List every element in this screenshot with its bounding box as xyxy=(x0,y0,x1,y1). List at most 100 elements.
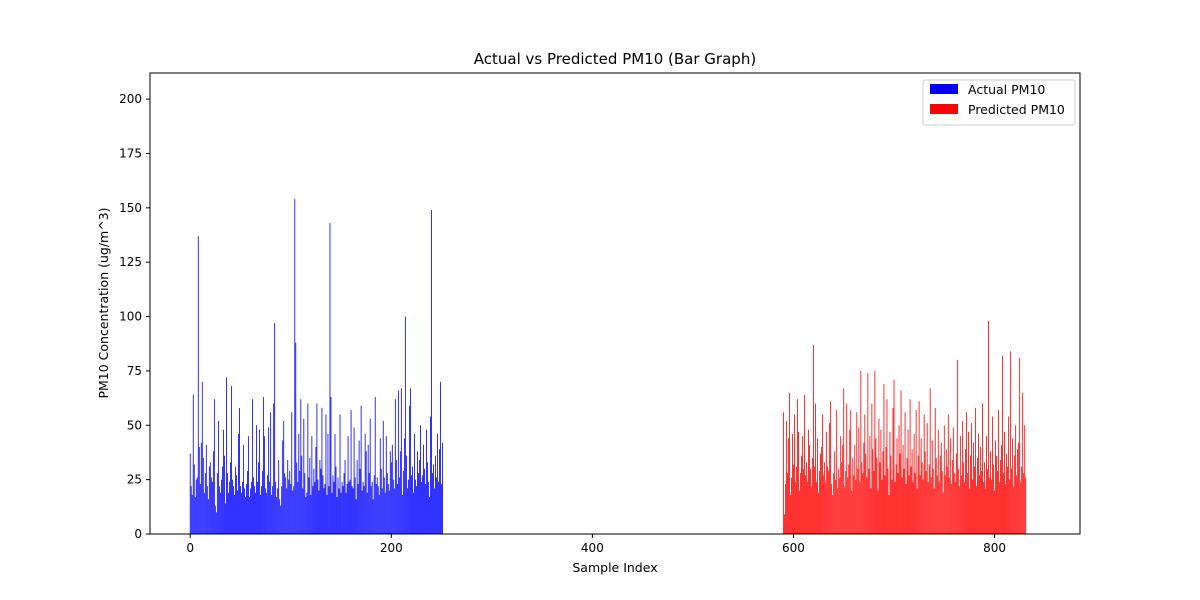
bar-actual xyxy=(227,473,228,534)
bar-actual xyxy=(384,492,386,534)
bar-predicted xyxy=(985,488,986,534)
bar-predicted xyxy=(1011,468,1013,534)
bar-actual xyxy=(197,236,199,534)
bar-actual xyxy=(381,488,383,534)
bar-predicted xyxy=(856,412,858,534)
bar-actual xyxy=(214,505,216,534)
bar-actual xyxy=(315,447,317,534)
bar-actual xyxy=(291,412,293,534)
bar-predicted xyxy=(849,429,851,534)
bar-actual xyxy=(400,388,402,534)
bar-actual xyxy=(238,433,239,534)
chart-title: Actual vs Predicted PM10 (Bar Graph) xyxy=(474,50,756,68)
y-tick-label: 175 xyxy=(119,146,142,160)
bar-predicted xyxy=(835,479,837,534)
bar-actual xyxy=(396,483,398,534)
bar-actual xyxy=(338,488,340,534)
bar-actual xyxy=(232,479,233,534)
bar-actual xyxy=(335,466,337,534)
bar-actual xyxy=(376,477,378,534)
bar-actual xyxy=(303,418,305,534)
bar-actual xyxy=(343,473,345,534)
bar-actual xyxy=(370,486,372,534)
bar-predicted xyxy=(976,486,977,534)
bar-actual xyxy=(228,492,229,534)
bar-actual xyxy=(200,442,202,534)
bar-actual xyxy=(336,497,338,534)
bar-actual xyxy=(208,466,210,534)
bar-predicted xyxy=(797,399,798,534)
bar-actual xyxy=(423,444,424,534)
bar-predicted xyxy=(832,494,834,534)
bar-actual xyxy=(250,488,251,534)
bar-actual xyxy=(364,433,366,534)
bar-predicted xyxy=(887,468,889,534)
bar-actual xyxy=(341,481,343,534)
bar-actual xyxy=(362,481,364,534)
x-tick-label: 200 xyxy=(380,541,403,555)
bar-actual xyxy=(333,481,335,534)
bar-actual xyxy=(327,433,329,534)
bar-actual xyxy=(221,466,223,534)
bar-predicted xyxy=(857,468,859,534)
bar-actual xyxy=(249,497,250,534)
bar-actual xyxy=(289,470,291,534)
bar-actual xyxy=(408,405,410,534)
bar-actual xyxy=(373,475,375,534)
bar-actual xyxy=(320,468,322,534)
bar-predicted xyxy=(785,483,786,534)
bar-actual xyxy=(358,440,360,534)
bar-actual xyxy=(425,483,426,534)
bar-actual xyxy=(420,425,421,534)
bar-predicted xyxy=(803,468,804,534)
legend-box xyxy=(922,79,1076,126)
bar-actual xyxy=(402,470,404,534)
bar-actual xyxy=(375,483,377,534)
bar-predicted xyxy=(918,401,920,534)
bar-predicted xyxy=(923,414,925,534)
bar-actual xyxy=(229,481,230,534)
bar-actual xyxy=(340,492,342,534)
series-predicted-bars xyxy=(783,320,1027,534)
bar-predicted xyxy=(809,444,810,534)
bar-actual xyxy=(311,436,313,534)
bar-actual xyxy=(342,486,344,534)
bar-predicted xyxy=(902,444,904,534)
legend-label-predicted: Predicted PM10 xyxy=(968,102,1065,117)
bar-predicted xyxy=(889,431,891,534)
bar-predicted xyxy=(1023,473,1025,534)
bar-actual xyxy=(318,490,320,534)
bar-predicted xyxy=(795,481,796,534)
bar-predicted xyxy=(790,494,791,534)
bar-predicted xyxy=(863,442,865,534)
bar-predicted xyxy=(788,438,789,534)
bar-actual xyxy=(394,399,396,534)
y-axis-title: PM10 Concentration (ug/m^3) xyxy=(96,207,111,398)
bar-predicted xyxy=(972,479,973,534)
bar-actual xyxy=(316,403,318,534)
bar-actual xyxy=(273,403,275,534)
bar-predicted xyxy=(820,453,821,534)
bar-predicted xyxy=(847,477,849,534)
bar-predicted xyxy=(801,455,802,534)
bar-predicted xyxy=(991,479,992,534)
bar-predicted xyxy=(1004,431,1005,534)
bar-predicted xyxy=(933,488,935,534)
bar-actual xyxy=(397,390,399,534)
bar-actual xyxy=(255,492,256,534)
bar-actual xyxy=(415,479,416,534)
bar-predicted xyxy=(812,457,813,534)
bar-actual xyxy=(399,451,401,534)
bar-actual xyxy=(285,477,287,534)
bar-actual xyxy=(382,420,384,534)
bar-actual xyxy=(360,405,362,534)
bar-predicted xyxy=(864,414,866,534)
bar-actual xyxy=(432,473,433,534)
bar-predicted xyxy=(833,473,835,534)
bar-predicted xyxy=(881,479,883,534)
bar-actual xyxy=(276,497,278,534)
bar-actual xyxy=(247,470,248,534)
bar-predicted xyxy=(1009,479,1011,534)
bar-predicted xyxy=(913,433,915,534)
bar-actual xyxy=(392,479,394,534)
